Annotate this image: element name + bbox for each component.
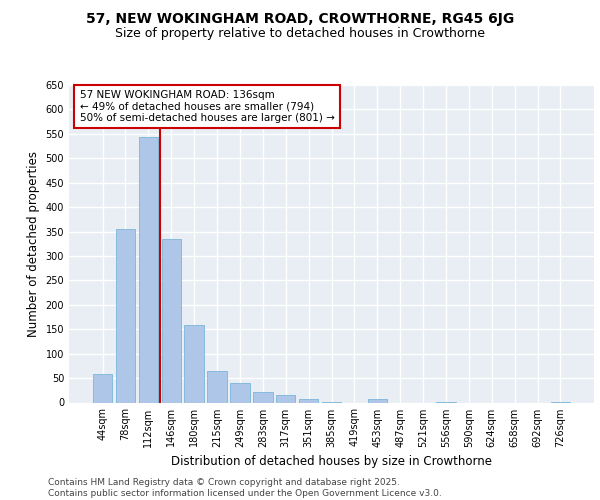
Bar (184, 326, 204, 402)
Bar (139, 137, 158, 402)
Bar (253, 392, 272, 402)
Bar (161, 239, 181, 402)
Y-axis label: Number of detached properties: Number of detached properties (27, 151, 40, 337)
Text: Size of property relative to detached houses in Crowthorne: Size of property relative to detached ho… (115, 28, 485, 40)
X-axis label: Distribution of detached houses by size in Crowthorne: Distribution of detached houses by size … (171, 455, 492, 468)
Bar (116, 229, 135, 402)
Bar (276, 394, 295, 402)
Bar (93, 374, 112, 402)
Text: Contains HM Land Registry data © Crown copyright and database right 2025.
Contai: Contains HM Land Registry data © Crown c… (48, 478, 442, 498)
Bar (230, 383, 250, 402)
Bar (368, 398, 387, 402)
Text: 57, NEW WOKINGHAM ROAD, CROWTHORNE, RG45 6JG: 57, NEW WOKINGHAM ROAD, CROWTHORNE, RG45… (86, 12, 514, 26)
Text: 57 NEW WOKINGHAM ROAD: 136sqm
← 49% of detached houses are smaller (794)
50% of : 57 NEW WOKINGHAM ROAD: 136sqm ← 49% of d… (79, 90, 334, 123)
Bar (299, 399, 319, 402)
Bar (208, 371, 227, 402)
